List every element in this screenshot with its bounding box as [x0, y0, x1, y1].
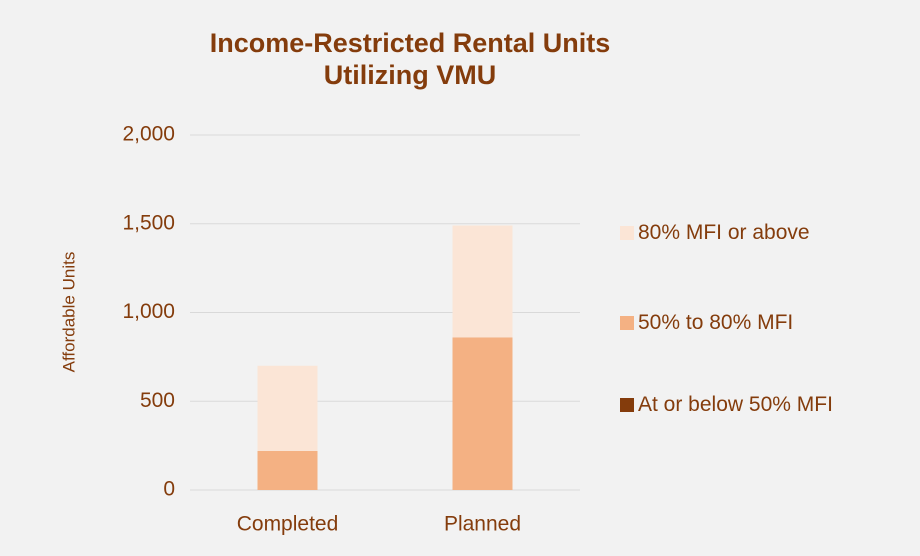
chart-title: Income-Restricted Rental Units Utilizing … — [210, 28, 611, 90]
x-tick-label: Planned — [444, 513, 521, 536]
bar-segment — [452, 225, 513, 338]
y-axis-label: Affordable Units — [59, 252, 78, 373]
y-tick-label: 500 — [140, 389, 175, 412]
x-tick-label: Completed — [237, 513, 339, 536]
y-tick-label: 0 — [163, 478, 175, 501]
legend-label: At or below 50% MFI — [638, 393, 833, 416]
y-tick-label: 2,000 — [122, 123, 175, 146]
y-tick-label: 1,500 — [122, 211, 175, 234]
legend-swatch — [620, 316, 634, 330]
legend-swatch — [620, 398, 634, 412]
legend-label: 80% MFI or above — [638, 221, 810, 244]
legend-swatch — [620, 226, 634, 240]
legend-label: 50% to 80% MFI — [638, 311, 794, 334]
bar-segment — [257, 450, 318, 490]
legend-entry: 50% to 80% MFI — [620, 307, 890, 339]
legend-entry: 80% MFI or above — [620, 217, 890, 249]
legend-entry: At or below 50% MFI — [620, 389, 890, 421]
bar-segment — [257, 365, 318, 451]
y-tick-label: 1,000 — [122, 300, 175, 323]
bar-segment — [452, 337, 513, 490]
